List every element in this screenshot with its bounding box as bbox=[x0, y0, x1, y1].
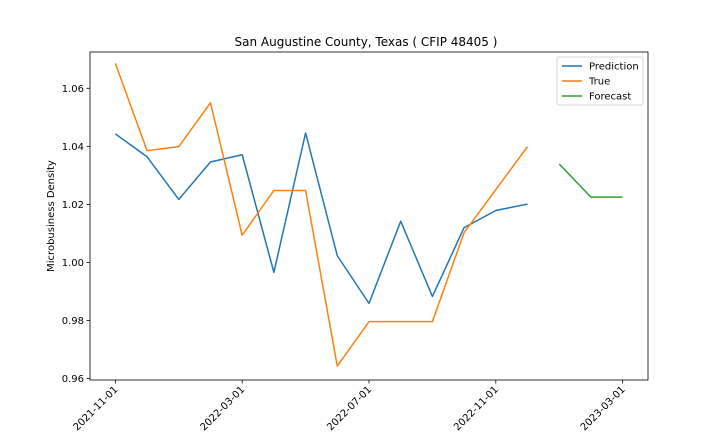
y-tick-label: 0.96 bbox=[62, 374, 84, 385]
y-tick-label: 0.98 bbox=[62, 316, 84, 327]
plot-area: 0.96 0.98 1.00 1.02 1.04 1.06 2021-11-01 2022-0… bbox=[62, 51, 649, 433]
legend-label-prediction: Prediction bbox=[589, 62, 639, 73]
series-line-forecast bbox=[558, 163, 623, 198]
legend: Prediction True Forecast bbox=[556, 56, 644, 106]
y-tick-label: 1.06 bbox=[62, 84, 84, 95]
y-tick-label: 1.00 bbox=[62, 258, 84, 269]
legend-box bbox=[556, 56, 644, 106]
legend-label-forecast: Forecast bbox=[589, 92, 631, 103]
y-tick-label: 1.04 bbox=[62, 142, 84, 153]
x-tick-label: 2022-07-01 bbox=[325, 384, 374, 432]
chart-title: San Augustine County, Texas ( CFIP 48405… bbox=[235, 35, 498, 49]
series-line-true bbox=[114, 63, 529, 367]
y-axis-label: Microbusiness Density bbox=[46, 160, 57, 272]
x-tick-label: 2021-11-01 bbox=[72, 384, 121, 432]
x-tick-label: 2022-03-01 bbox=[198, 384, 247, 432]
y-tick-label: 1.02 bbox=[62, 200, 84, 211]
x-tick-label: 2023-03-01 bbox=[579, 384, 628, 432]
series-line-prediction bbox=[114, 132, 528, 305]
legend-label-true: True bbox=[588, 77, 610, 88]
x-tick-label: 2022-11-01 bbox=[452, 384, 501, 432]
